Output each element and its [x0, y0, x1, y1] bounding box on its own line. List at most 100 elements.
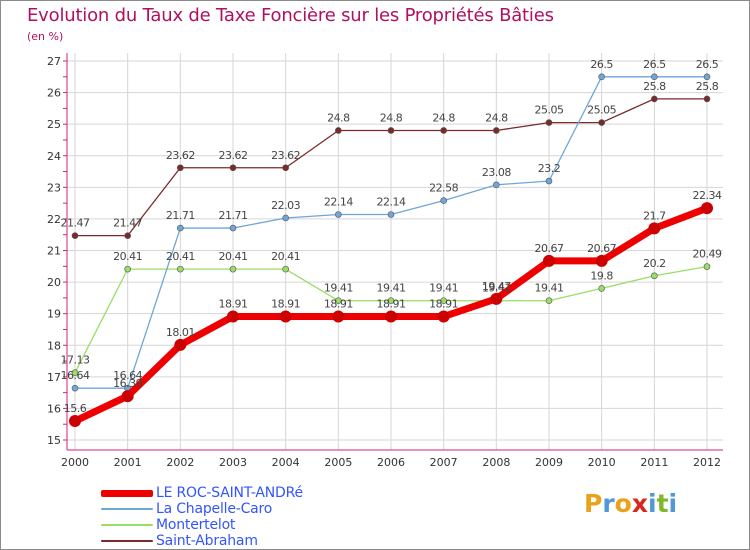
- data-label: 23.08: [482, 166, 511, 179]
- data-point: [595, 254, 608, 267]
- data-label: 26.5: [696, 58, 719, 71]
- legend-swatch: [101, 508, 153, 510]
- data-point: [648, 222, 661, 235]
- logo-letter: P: [584, 489, 603, 518]
- data-point: [124, 232, 131, 239]
- data-label: 21.71: [219, 209, 248, 222]
- legend-label: LE ROC-SAINT-ANDRé: [156, 485, 303, 501]
- data-label: 19.47: [482, 280, 511, 293]
- data-point: [598, 285, 605, 292]
- data-label: 24.8: [380, 111, 403, 124]
- logo-letter: t: [656, 489, 669, 518]
- data-label: 19.41: [482, 282, 511, 295]
- data-label: 17.13: [61, 354, 90, 367]
- data-label: 23.62: [166, 149, 195, 162]
- data-label: 25.8: [643, 80, 666, 93]
- data-point: [598, 73, 605, 81]
- data-label: 18.01: [166, 326, 195, 339]
- y-tick-label: 21: [47, 245, 61, 258]
- data-label: 25.8: [696, 80, 719, 93]
- logo-letter: x: [631, 489, 648, 518]
- data-point: [651, 73, 658, 81]
- data-point: [493, 181, 500, 189]
- y-tick-label: 17: [47, 371, 61, 384]
- data-point: [174, 338, 187, 351]
- y-tick-label: 20: [47, 276, 61, 289]
- x-tick-label: 2008: [482, 456, 510, 469]
- data-label: 15.6: [64, 402, 87, 415]
- data-point: [177, 265, 184, 273]
- data-point: [493, 127, 500, 134]
- legend-item: Saint-Abraham: [101, 533, 303, 549]
- data-label: 20.41: [166, 250, 195, 263]
- y-tick-label: 23: [47, 181, 61, 194]
- legend-swatch: [101, 489, 153, 497]
- data-point: [545, 177, 553, 185]
- data-label: 20.67: [587, 242, 616, 255]
- x-tick-label: 2010: [588, 456, 616, 469]
- data-label: 16.64: [61, 369, 90, 382]
- x-tick-label: 2000: [61, 456, 89, 469]
- data-label: 26.5: [643, 58, 666, 71]
- logo-letter: o: [614, 489, 632, 518]
- data-point: [545, 119, 553, 126]
- data-point: [177, 164, 184, 172]
- data-label: 24.8: [327, 111, 350, 124]
- data-label: 24.8: [485, 111, 508, 124]
- legend-item: LE ROC-SAINT-ANDRé: [101, 485, 303, 501]
- data-point: [124, 265, 131, 273]
- data-label: 21.47: [113, 217, 142, 230]
- data-point: [282, 214, 289, 222]
- data-label: 24.8: [432, 111, 455, 124]
- data-label: 23.62: [219, 149, 248, 162]
- data-point: [440, 197, 447, 204]
- y-tick-label: 16: [47, 402, 61, 415]
- y-tick-label: 24: [47, 150, 61, 163]
- data-label: 22.58: [429, 182, 458, 195]
- data-point: [387, 297, 395, 305]
- y-tick-label: 18: [47, 339, 61, 352]
- legend-swatch: [101, 524, 153, 526]
- data-point: [227, 310, 239, 323]
- data-label: 23.2: [538, 162, 561, 175]
- data-point: [440, 127, 447, 134]
- legend-item: La Chapelle-Caro: [101, 501, 303, 517]
- data-label: 16.64: [113, 369, 142, 382]
- x-tick-label: 2005: [324, 456, 352, 469]
- data-point: [437, 310, 450, 323]
- x-tick-label: 2006: [377, 456, 405, 469]
- data-point: [279, 310, 292, 323]
- data-label: 21.7: [643, 209, 666, 222]
- legend-swatch: [101, 540, 153, 542]
- data-label: 20.41: [219, 250, 248, 263]
- data-point: [545, 297, 553, 305]
- y-tick-label: 27: [47, 55, 61, 68]
- data-label: 19.8: [590, 269, 613, 282]
- x-tick-label: 2001: [114, 456, 142, 469]
- data-label: 18.91: [271, 298, 300, 311]
- data-label: 19.41: [377, 282, 406, 295]
- data-point: [229, 224, 237, 232]
- legend-label: Saint-Abraham: [156, 533, 258, 549]
- legend-label: La Chapelle-Caro: [156, 501, 273, 517]
- chart-title: Evolution du Taux de Taxe Foncière sur l…: [27, 5, 554, 26]
- data-point: [229, 265, 237, 273]
- proxiti-logo: Proxiti: [584, 489, 677, 518]
- data-label: 20.67: [535, 242, 564, 255]
- x-tick-label: 2009: [535, 456, 563, 469]
- data-point: [282, 265, 289, 273]
- logo-letter: i: [668, 489, 678, 518]
- data-label: 22.03: [271, 199, 300, 212]
- data-label: 22.34: [693, 189, 722, 202]
- data-label: 18.91: [219, 298, 248, 311]
- data-point: [703, 263, 711, 270]
- x-tick-label: 2002: [166, 456, 194, 469]
- data-point: [703, 95, 711, 103]
- x-tick-label: 2012: [693, 456, 721, 469]
- logo-letter: i: [648, 489, 657, 518]
- data-point: [651, 95, 658, 103]
- data-label: 20.41: [271, 250, 300, 263]
- data-point: [385, 310, 397, 323]
